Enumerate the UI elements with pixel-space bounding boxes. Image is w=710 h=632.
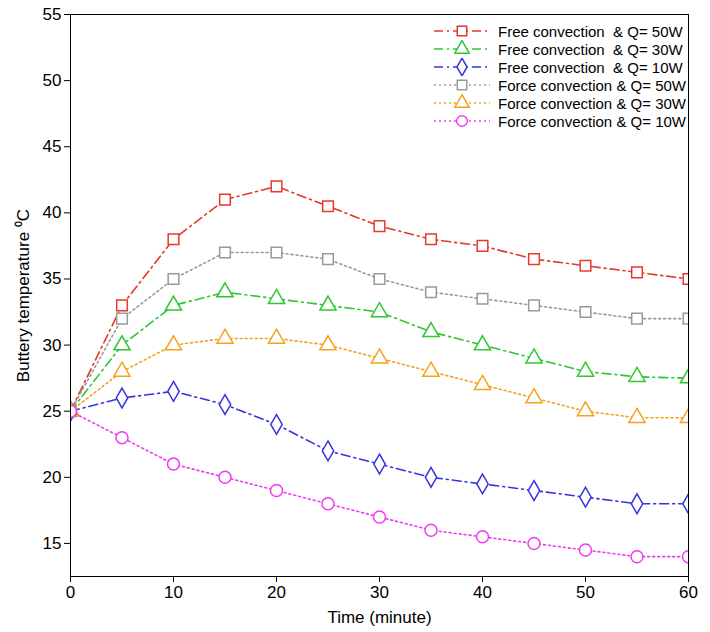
svg-text:40: 40 xyxy=(43,203,62,222)
svg-text:10: 10 xyxy=(164,583,183,602)
html-text:Free convection & Q= 30W: Free convection & Q= 30W xyxy=(493,40,683,58)
svg-text:Buttery temperature ⁰C: Buttery temperature ⁰C xyxy=(14,209,33,382)
html-text:Free convection & Q= 50W: Free convection & Q= 50W xyxy=(493,22,683,40)
html-text:Free convection & Q= 10W: Free convection & Q= 10W xyxy=(493,58,683,76)
svg-text:45: 45 xyxy=(43,137,62,156)
svg-text:20: 20 xyxy=(267,583,286,602)
html-text:Force convection & Q= 30W: Force convection & Q= 30W xyxy=(493,94,686,112)
svg-text:30: 30 xyxy=(43,336,62,355)
svg-text:60: 60 xyxy=(679,583,698,602)
svg-text:50: 50 xyxy=(43,71,62,90)
svg-text:35: 35 xyxy=(43,269,62,288)
svg-text:20: 20 xyxy=(43,468,62,487)
html-text:Force convection & Q= 50W: Force convection & Q= 50W xyxy=(493,76,686,94)
svg-text:Time (minute): Time (minute) xyxy=(327,608,431,627)
svg-text:30: 30 xyxy=(370,583,389,602)
svg-text:40: 40 xyxy=(473,583,492,602)
svg-text:15: 15 xyxy=(43,534,62,553)
svg-text:50: 50 xyxy=(576,583,595,602)
html-text:Force convection & Q= 10W: Force convection & Q= 10W xyxy=(493,112,686,130)
svg-text:0: 0 xyxy=(66,583,75,602)
svg-text:25: 25 xyxy=(43,402,62,421)
svg-text:55: 55 xyxy=(43,5,62,24)
